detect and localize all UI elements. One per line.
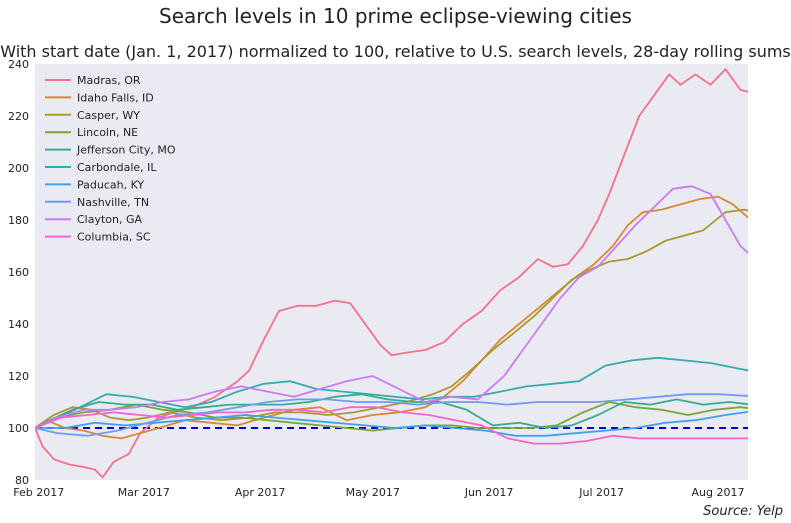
legend-entry: Madras, OR	[77, 74, 141, 87]
x-tick-label: May 2017	[346, 486, 400, 499]
legend-entry: Idaho Falls, ID	[77, 91, 154, 104]
series-line	[35, 393, 748, 437]
x-axis: Feb 2017 Mar 2017 Apr 2017 May 2017 Jun 2017…	[13, 486, 744, 499]
series-line	[35, 185, 748, 429]
y-tick-label: 160	[8, 266, 29, 279]
y-tick-label: 140	[8, 318, 29, 331]
legend-entry: Nashville, TN	[77, 196, 149, 209]
series-line	[35, 410, 748, 437]
y-axis: 80 100 120 140 160 180 200 220 240	[8, 58, 29, 487]
x-tick-label: Mar 2017	[118, 486, 170, 499]
x-tick-label: Jun 2017	[464, 486, 514, 499]
series-line	[35, 356, 748, 429]
chart-subtitle: With start date (Jan. 1, 2017) normalize…	[0, 42, 791, 61]
y-tick-label: 120	[8, 370, 29, 383]
legend-entry: Clayton, GA	[77, 213, 143, 226]
y-tick-label: 180	[8, 214, 29, 227]
series-line	[35, 406, 748, 445]
x-tick-label: Apr 2017	[235, 486, 286, 499]
legend-entry: Casper, WY	[77, 109, 140, 122]
chart-title: Search levels in 10 prime eclipse-viewin…	[159, 4, 632, 28]
legend-entry: Columbia, SC	[77, 231, 151, 244]
legend-entry: Carbondale, IL	[77, 161, 157, 174]
x-tick-label: Aug 2017	[691, 486, 744, 499]
y-tick-label: 80	[15, 474, 29, 487]
x-tick-label: Jul 2017	[578, 486, 624, 499]
y-tick-label: 200	[8, 162, 29, 175]
y-tick-label: 240	[8, 58, 29, 71]
legend-entry: Jefferson City, MO	[76, 144, 176, 157]
y-tick-label: 100	[8, 422, 29, 435]
series-lines	[35, 68, 748, 479]
y-tick-label: 220	[8, 110, 29, 123]
source-note: Source: Yelp	[703, 504, 783, 519]
x-tick-label: Feb 2017	[13, 486, 64, 499]
series-line	[35, 68, 748, 479]
legend: Madras, OR Idaho Falls, ID Casper, WY Linco…	[45, 74, 176, 244]
legend-entry: Paducah, KY	[77, 178, 144, 191]
legend-entry: Lincoln, NE	[77, 126, 138, 139]
series-line	[35, 208, 748, 429]
